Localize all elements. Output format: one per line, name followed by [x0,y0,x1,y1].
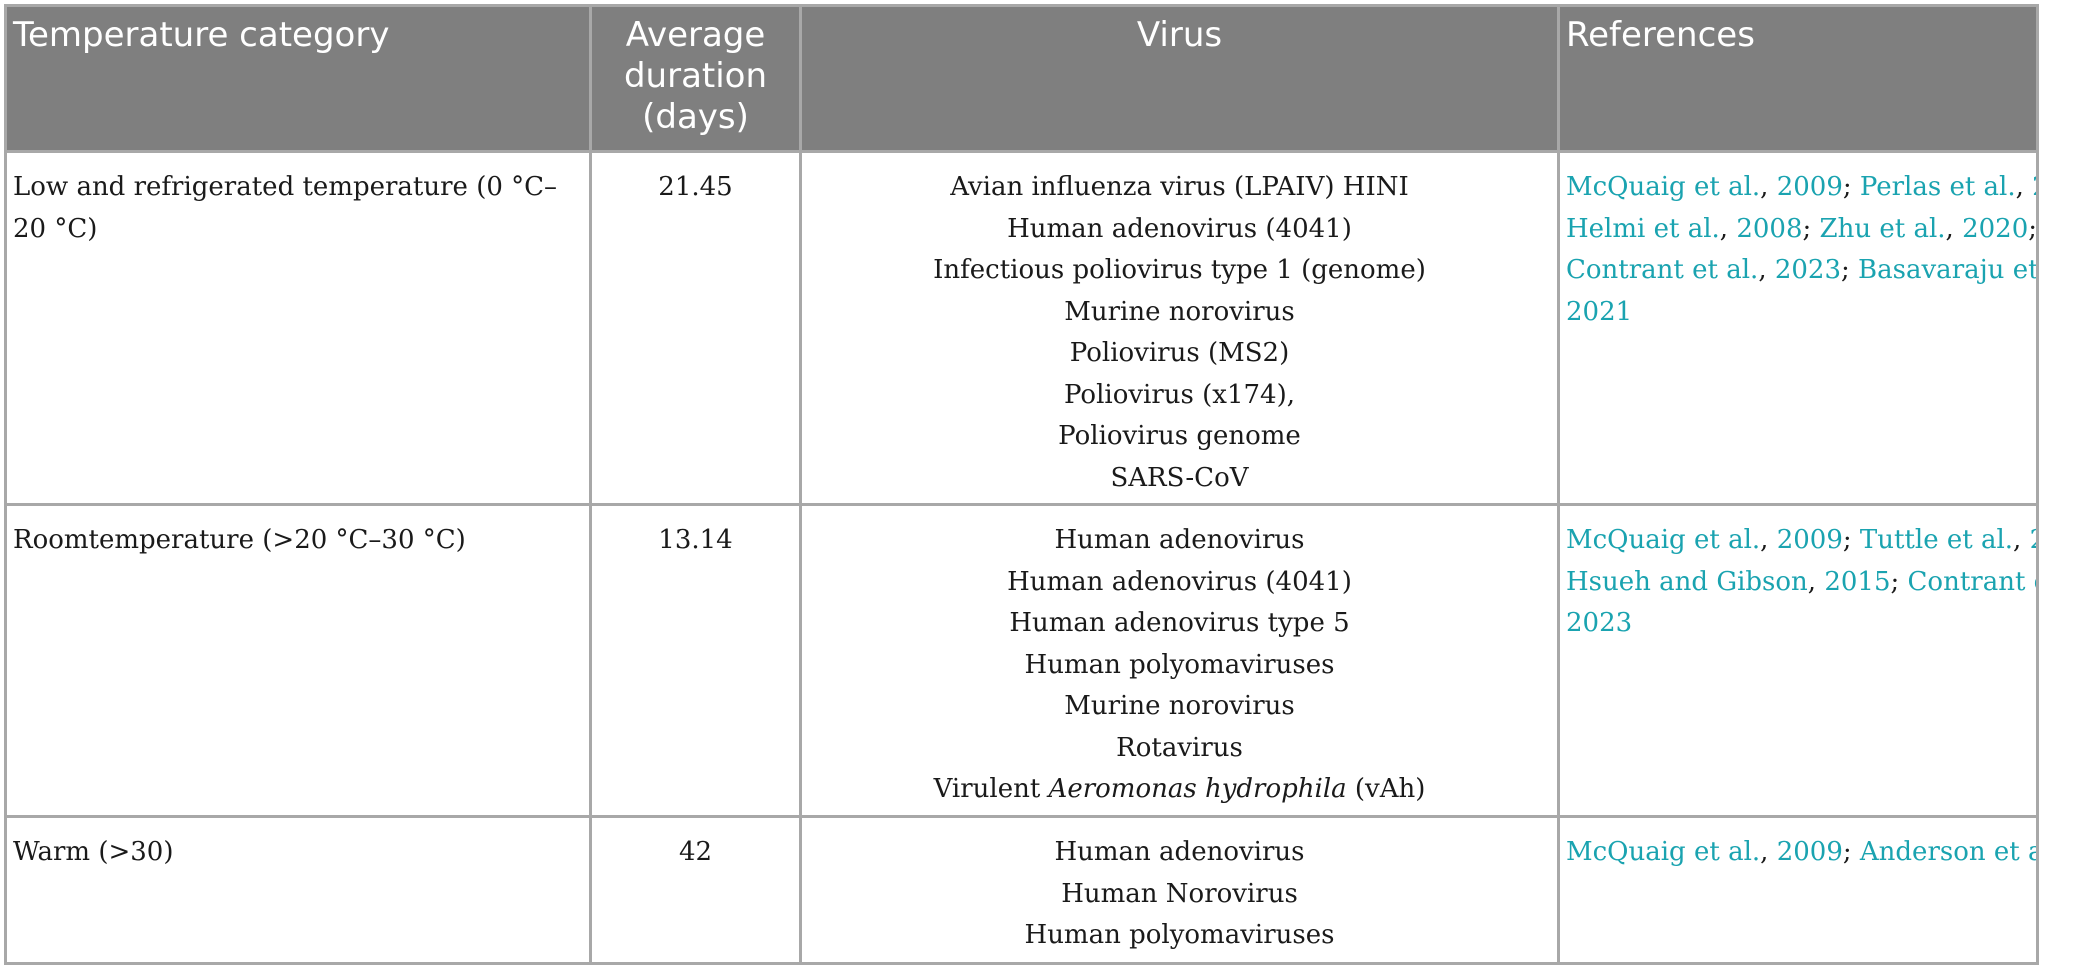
virus-list-cell: Human adenovirus Human Norovirus Human p… [799,815,1560,965]
reference-link[interactable]: McQuaig et al. [1566,837,1761,867]
virus-item: Human polyomaviruses [1024,649,1335,680]
reference-line: 2023 [1566,603,2030,645]
virus-list-cell: Avian influenza virus (LPAIV) HINI Human… [799,150,1560,506]
virus-item: Poliovirus (x174), [1063,379,1295,410]
temperature-category-cell: Low and refrigerated temperature (0 °C–2… [4,150,592,506]
header-duration-line: Average [625,15,766,55]
reference-year-link[interactable]: 2023 [2032,172,2034,202]
reference-link[interactable]: McQuaig et al. [1566,172,1761,202]
virus-item: Poliovirus genome [1058,421,1301,451]
virus-item: Human polyomaviruses [1024,920,1335,950]
references-cell: McQuaig et al., 2009; Perlas et al., 202… [1557,150,2039,506]
virus-item: Human adenovirus (4041) [1007,566,1352,597]
reference-link[interactable]: Helmi et al. [1566,213,1720,244]
temperature-category-cell: Warm (>30) [4,815,592,965]
header-temperature-category: Temperature category [4,4,592,153]
header-duration-line: duration [623,56,768,96]
reference-line: McQuaig et al., 2009; Perlas et al., 202… [1566,167,2035,209]
reference-line: Hsueh and Gibson, 2015; Contrant et al., [1566,562,2035,604]
virus-item: Human adenovirus [1054,525,1305,555]
reference-year-link[interactable]: 2015 [1824,566,1891,597]
virus-item: Poliovirus (MS2) [1069,338,1290,368]
reference-link[interactable]: Contrant et al. [1566,255,1759,285]
reference-link[interactable]: Perlas et al. [1859,172,2016,202]
reference-year-link[interactable]: 2020 [1962,213,2029,244]
reference-line: Helmi et al., 2008; Zhu et al., 2020; [1566,213,2038,244]
header-average-duration: Average duration (days) [589,4,802,153]
table-row: Warm (>30) 42 Human adenovirus Human Nor… [4,815,2039,965]
virus-item: Murine norovirus [1064,691,1295,721]
reference-link[interactable]: Anderson et al. [1859,837,2035,867]
virus-item: Avian influenza virus (LPAIV) HINI [950,172,1409,202]
average-duration-cell: 21.45 [589,150,802,506]
virus-item: Human adenovirus type 5 [1009,608,1350,638]
reference-year-link[interactable]: 2021 [1566,296,1633,327]
virus-item: Infectious poliovirus type 1 (genome) [933,255,1426,285]
reference-year-link[interactable]: 2023 [1774,255,1842,285]
virus-item: Human adenovirus [1054,837,1305,867]
table-row: Roomtemperature (>20 °C–30 °C) 13.14 Hum… [4,503,2039,818]
reference-line: 2021 [1566,292,2030,334]
references-cell: McQuaig et al., 2009; Anderson et al., 2… [1557,815,2039,965]
virus-item: Rotavirus [1116,732,1243,763]
reference-line: McQuaig et al., 2009; Tuttle et al., 202… [1566,520,2035,562]
reference-year-link[interactable]: 2008 [1736,213,1803,244]
reference-line: Contrant et al., 2023; Basavaraju et al.… [1566,250,2035,292]
virus-item: Virulent Aeromonas hydrophila (vAh) [808,769,1551,811]
reference-line: McQuaig et al., 2009; Anderson et al., 2… [1566,832,2035,874]
average-duration-cell: 42 [589,815,802,965]
header-duration-line: (days) [642,97,749,137]
virus-item: Human adenovirus (4041) [1007,213,1352,244]
reference-link[interactable]: Contrant et al. [1907,566,2035,597]
average-duration-cell: 13.14 [589,503,802,818]
reference-year-link[interactable]: 2023 [2030,525,2035,555]
virus-item: Human Norovirus [1061,878,1298,909]
reference-link[interactable]: McQuaig et al. [1566,525,1761,555]
reference-link[interactable]: Tuttle et al. [1859,525,2014,555]
references-cell: McQuaig et al., 2009; Tuttle et al., 202… [1557,503,2039,818]
reference-year-link[interactable]: 2009 [1776,525,1843,555]
virus-persistence-table: Temperature category Average duration (d… [4,4,2039,965]
reference-link[interactable]: Hsueh and Gibson [1566,566,1808,597]
reference-link[interactable]: Basavaraju et al. [1858,255,2038,285]
virus-item: Murine norovirus [1064,296,1295,327]
header-references: References [1557,4,2039,153]
virus-prefix: Virulent [933,774,1049,804]
header-virus: Virus [799,4,1560,153]
temperature-category-cell: Roomtemperature (>20 °C–30 °C) [4,503,592,818]
virus-item: SARS-CoV [1110,462,1249,493]
virus-list-cell: Human adenovirus Human adenovirus (4041)… [799,503,1560,818]
reference-year-link[interactable]: 2023 [1566,608,1633,638]
reference-year-link[interactable]: 2009 [1776,837,1843,867]
reference-year-link[interactable]: 2009 [1776,172,1843,202]
table-row: Low and refrigerated temperature (0 °C–2… [4,150,2039,506]
header-row: Temperature category Average duration (d… [4,4,2039,153]
reference-link[interactable]: Zhu et al. [1819,213,1946,244]
virus-suffix: (vAh) [1346,774,1426,804]
virus-species-italic: Aeromonas hydrophila [1048,774,1347,804]
